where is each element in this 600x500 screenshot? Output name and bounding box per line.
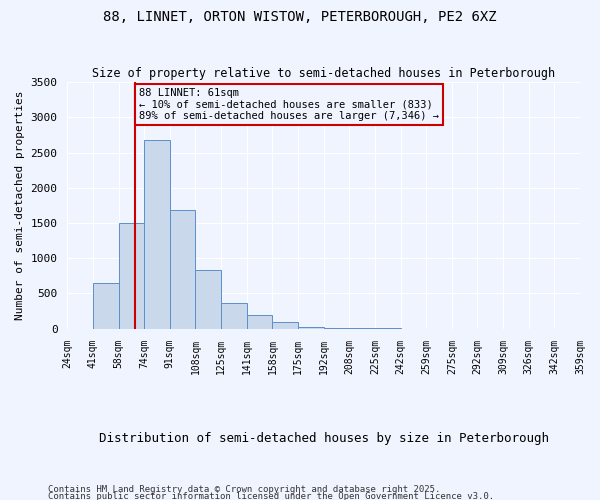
Bar [272,322,298,328]
Bar [196,270,221,328]
Bar [119,223,144,328]
Bar [221,302,247,328]
Bar [144,140,170,328]
Bar [298,326,323,328]
Bar [247,314,272,328]
Text: Contains HM Land Registry data © Crown copyright and database right 2025.: Contains HM Land Registry data © Crown c… [48,486,440,494]
Bar [93,283,119,329]
Text: Contains public sector information licensed under the Open Government Licence v3: Contains public sector information licen… [48,492,494,500]
Title: Size of property relative to semi-detached houses in Peterborough: Size of property relative to semi-detach… [92,66,555,80]
Text: 88 LINNET: 61sqm
← 10% of semi-detached houses are smaller (833)
89% of semi-det: 88 LINNET: 61sqm ← 10% of semi-detached … [139,88,439,121]
X-axis label: Distribution of semi-detached houses by size in Peterborough: Distribution of semi-detached houses by … [98,432,548,445]
Bar [170,210,196,328]
Y-axis label: Number of semi-detached properties: Number of semi-detached properties [15,90,25,320]
Text: 88, LINNET, ORTON WISTOW, PETERBOROUGH, PE2 6XZ: 88, LINNET, ORTON WISTOW, PETERBOROUGH, … [103,10,497,24]
